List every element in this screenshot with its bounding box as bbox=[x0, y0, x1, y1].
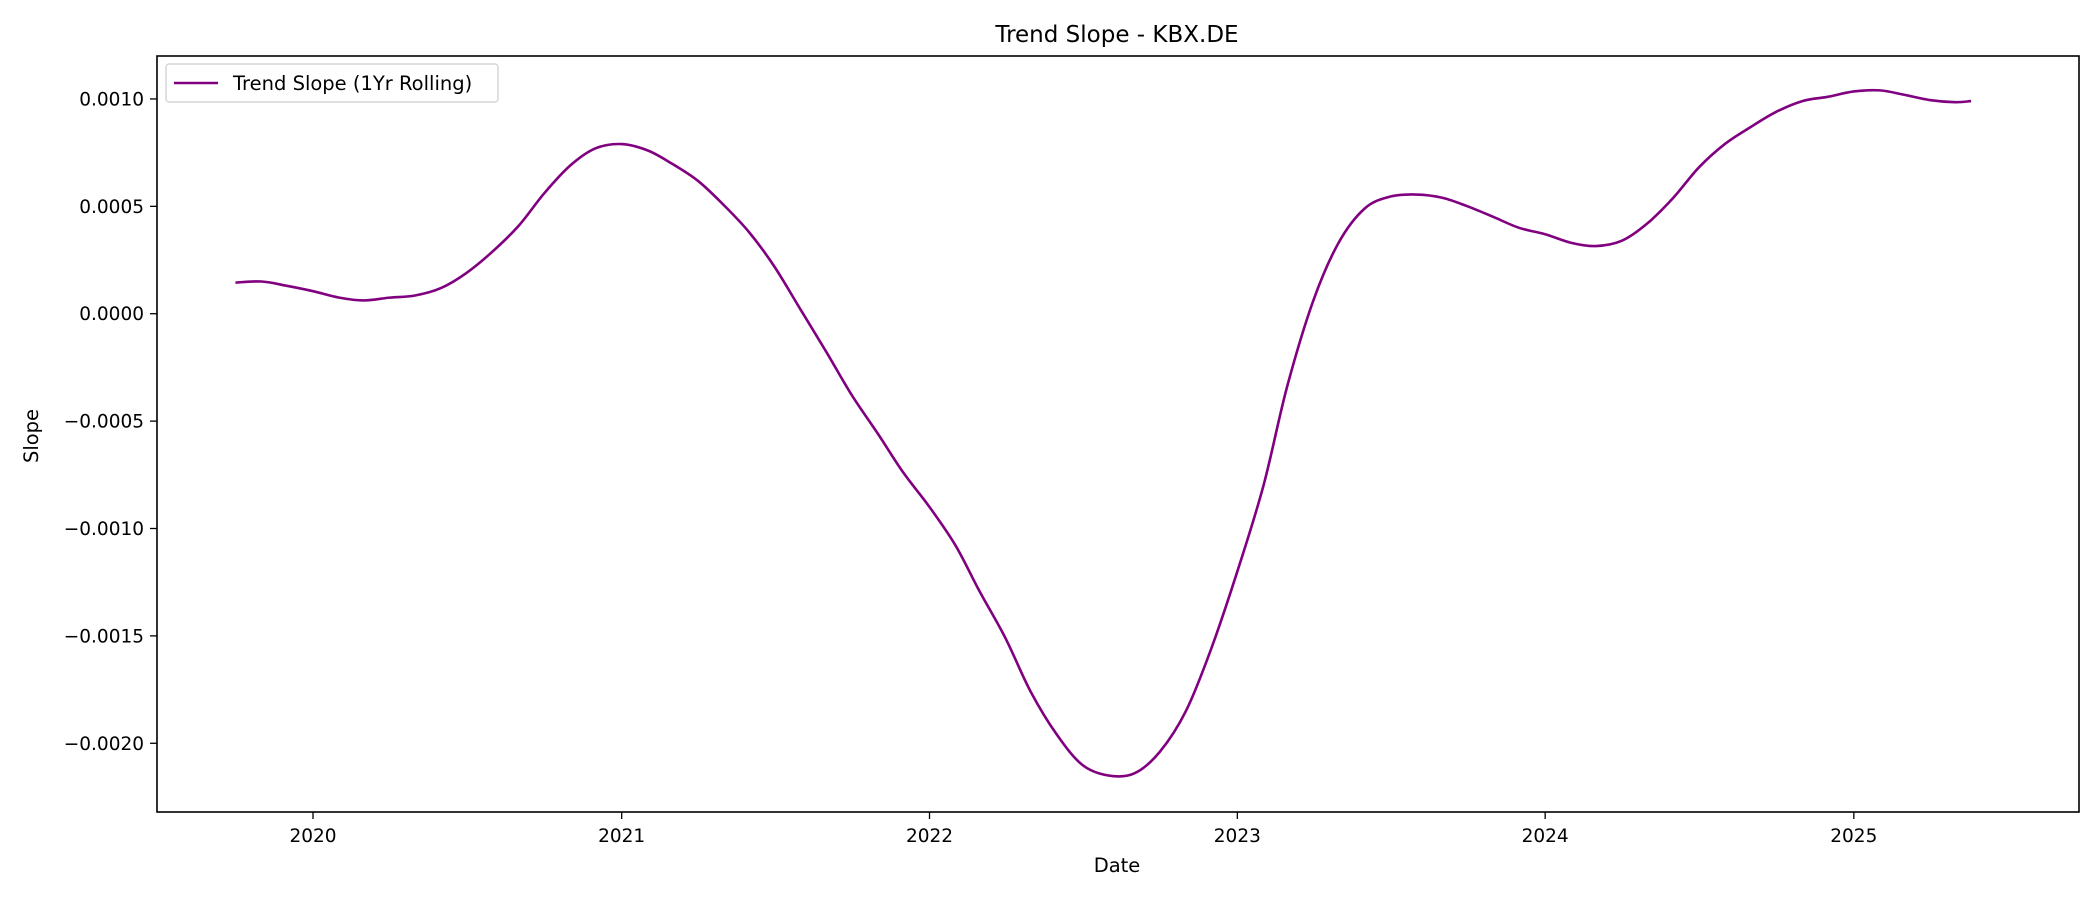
plot-area bbox=[156, 55, 2080, 813]
x-tick-label: 2025 bbox=[1830, 826, 1877, 847]
y-tick-label: −0.0020 bbox=[64, 734, 144, 755]
y-tick-label: 0.0005 bbox=[79, 197, 144, 218]
y-axis-ticks: 0.0010 0.0005 0.0000 −0.0005 −0.0010 −0.0015 −… bbox=[64, 89, 157, 755]
series-line-trend-slope bbox=[235, 88, 1972, 778]
y-tick-label: 0.0010 bbox=[79, 89, 144, 110]
x-axis-ticks: 2020 2021 2022 2023 2024 2025 bbox=[289, 812, 1877, 847]
x-tick-label: 2022 bbox=[906, 826, 953, 847]
axes-frame bbox=[156, 55, 2080, 813]
y-tick-label: −0.0005 bbox=[64, 412, 144, 433]
chart-title: Trend Slope - KBX.DE bbox=[994, 22, 1238, 48]
x-tick-label: 2023 bbox=[1214, 826, 1261, 847]
x-tick-label: 2024 bbox=[1522, 826, 1569, 847]
x-tick-label: 2020 bbox=[289, 826, 336, 847]
legend: Trend Slope (1Yr Rolling) bbox=[165, 63, 499, 103]
legend-box bbox=[165, 63, 499, 103]
series-layer bbox=[235, 88, 1972, 778]
y-tick-label: 0.0000 bbox=[79, 304, 144, 325]
legend-label: Trend Slope (1Yr Rolling) bbox=[232, 72, 472, 95]
y-axis-label: Slope bbox=[20, 409, 43, 463]
y-tick-label: −0.0010 bbox=[64, 519, 144, 540]
y-tick-label: −0.0015 bbox=[64, 626, 144, 647]
x-tick-label: 2021 bbox=[598, 826, 645, 847]
x-axis-label: Date bbox=[1094, 854, 1141, 877]
